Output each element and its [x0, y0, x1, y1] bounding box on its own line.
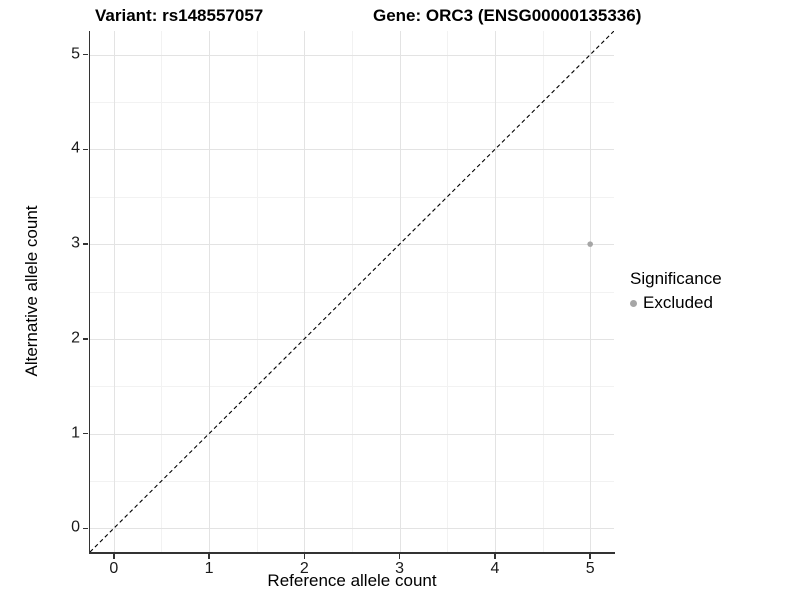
x-tick-label: 3 — [395, 560, 405, 577]
gridline-major-vertical — [209, 31, 211, 552]
y-tick-mark — [83, 53, 88, 56]
y-tick-mark — [83, 243, 88, 245]
gridline-minor-horizontal — [90, 386, 614, 388]
gridline-minor-horizontal — [90, 196, 614, 198]
x-tick-mark — [589, 554, 591, 559]
gridline-major-vertical — [399, 31, 401, 552]
x-tick-label: 4 — [490, 560, 500, 577]
y-tick-mark — [83, 432, 88, 435]
data-point — [587, 241, 593, 247]
gridline-major-vertical — [113, 31, 115, 552]
gridline-major-vertical — [590, 31, 592, 552]
gridline-minor-horizontal — [90, 480, 614, 482]
legend-entries: Excluded — [630, 293, 722, 313]
x-tick-mark — [494, 554, 496, 559]
legend-dot-icon — [630, 299, 637, 307]
x-axis-line — [88, 552, 615, 554]
gridline-major-horizontal — [90, 433, 614, 435]
legend-entry-label: Excluded — [643, 293, 713, 312]
legend-title: Significance — [630, 269, 722, 288]
plot-title-variant: Variant: rs148557057 — [95, 6, 264, 25]
gridline-minor-horizontal — [90, 102, 614, 104]
y-tick-mark — [83, 527, 88, 530]
gridline-major-horizontal — [90, 338, 614, 340]
gridline-major-vertical — [304, 31, 306, 552]
identity-line — [90, 31, 614, 552]
plot-panel — [90, 31, 614, 552]
y-tick-label: 1 — [71, 424, 80, 442]
x-tick-mark — [113, 554, 115, 559]
x-tick-mark — [303, 554, 306, 559]
y-axis-title: Alternative allele count — [22, 205, 41, 377]
gridline-major-horizontal — [90, 54, 614, 56]
legend: Significance Excluded — [630, 269, 722, 313]
gridline-minor-horizontal — [90, 291, 614, 293]
y-tick-label: 3 — [71, 234, 80, 252]
legend-entry: Excluded — [630, 293, 722, 313]
gridline-major-horizontal — [90, 528, 614, 530]
y-tick-label: 2 — [71, 329, 80, 347]
x-tick-mark — [398, 554, 401, 559]
y-tick-mark — [83, 148, 88, 151]
plot-draw-layer — [90, 31, 614, 552]
x-tick-label: 0 — [109, 560, 119, 577]
x-tick-label: 5 — [585, 560, 595, 577]
gridline-major-horizontal — [90, 244, 614, 246]
y-tick-label: 4 — [71, 140, 80, 158]
x-tick-label: 2 — [299, 560, 309, 577]
gridline-major-horizontal — [90, 149, 614, 151]
x-axis-title: Reference allele count — [267, 571, 437, 590]
y-tick-label: 5 — [71, 45, 80, 63]
y-tick-label: 0 — [71, 518, 80, 536]
plot-title-gene: Gene: ORC3 (ENSG00000135336) — [373, 6, 642, 25]
y-axis-line — [88, 31, 90, 554]
x-tick-mark — [208, 554, 210, 559]
y-tick-mark — [83, 338, 88, 340]
x-tick-label: 1 — [204, 560, 214, 577]
gridline-major-vertical — [494, 31, 496, 552]
